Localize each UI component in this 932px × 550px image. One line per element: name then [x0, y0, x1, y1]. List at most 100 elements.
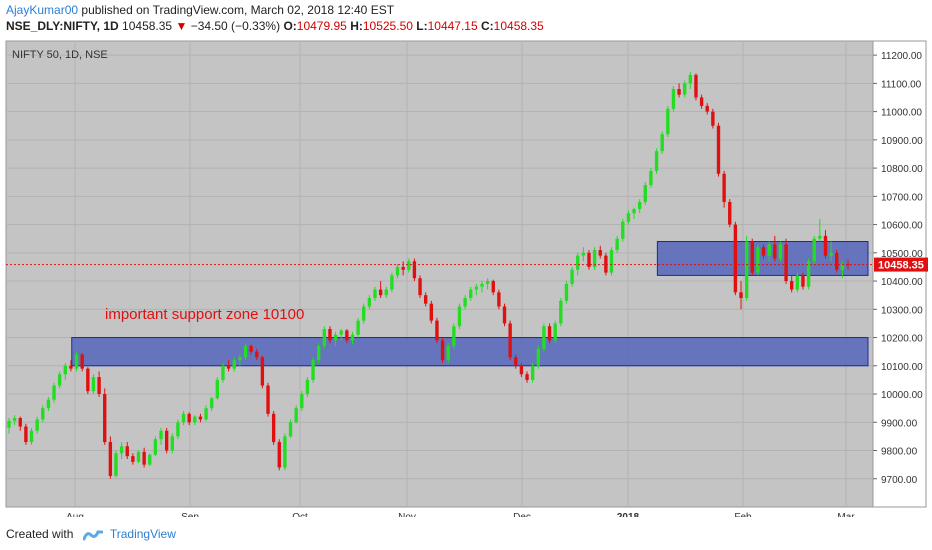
candle-down — [435, 320, 439, 341]
candle-up — [294, 408, 298, 423]
candle-down — [497, 292, 501, 307]
candle-down — [97, 377, 101, 395]
candle-up — [170, 436, 174, 451]
candle-down — [823, 235, 828, 256]
candle-up — [609, 249, 614, 273]
candle-down — [18, 418, 22, 427]
candle-down — [716, 125, 721, 174]
y-tick-label: 10700.00 — [881, 192, 923, 203]
candle-up — [283, 436, 287, 468]
candle-up — [74, 354, 79, 369]
candle-down — [677, 89, 681, 95]
candle-down — [24, 426, 28, 443]
y-tick-label: 10300.00 — [881, 305, 923, 316]
candle-up — [615, 238, 619, 250]
candle-up — [632, 209, 636, 214]
candle-down — [198, 416, 203, 420]
candle-down — [525, 374, 529, 380]
candle-up — [384, 289, 388, 296]
candle-up — [232, 360, 236, 369]
y-tick-label: 9900.00 — [881, 418, 918, 429]
candle-up — [829, 252, 833, 256]
candle-up — [356, 320, 360, 335]
x-tick-label: Dec — [513, 512, 531, 517]
candle-up — [621, 221, 625, 239]
candle-up — [474, 286, 479, 290]
candle-up — [339, 330, 343, 335]
candle-up — [305, 379, 310, 395]
candle-down — [271, 413, 276, 443]
author-link[interactable]: AjayKumar00 — [6, 3, 79, 17]
candle-up — [311, 360, 315, 380]
support-annotation: important support zone 10100 — [105, 306, 304, 323]
candle-up — [637, 201, 642, 210]
candle-up — [243, 346, 248, 358]
y-tick-label: 11200.00 — [881, 51, 922, 62]
candle-up — [238, 357, 242, 361]
y-tick-label: 10800.00 — [881, 164, 923, 175]
open-value: 10479.95 — [296, 19, 347, 33]
candle-down — [694, 74, 698, 98]
x-tick-label: Nov — [398, 512, 416, 517]
candle-up — [480, 283, 484, 287]
candle-up — [395, 266, 400, 276]
candle-down — [187, 413, 191, 423]
candle-up — [666, 108, 670, 135]
candle-down — [519, 365, 524, 375]
candle-down — [508, 323, 512, 358]
low-label: L: — [416, 19, 428, 33]
candle-up — [671, 89, 676, 109]
candle-down — [401, 266, 405, 270]
candle-up — [322, 329, 327, 347]
candle-down — [705, 105, 709, 112]
candle-up — [63, 365, 67, 375]
candle-down — [711, 111, 715, 126]
candle-up — [564, 283, 569, 301]
candle-up — [654, 151, 659, 171]
candle-up — [767, 244, 771, 256]
tradingview-link[interactable]: TradingView — [109, 527, 176, 541]
candle-up — [373, 289, 377, 299]
candle-down — [722, 173, 726, 202]
candle-up — [7, 420, 11, 428]
candle-up — [530, 365, 535, 380]
close-value: 10458.35 — [493, 19, 544, 33]
change-down-icon: ▼ — [175, 19, 188, 33]
candle-up — [463, 298, 467, 307]
last-price-tag-text: 10458.35 — [878, 260, 924, 272]
y-tick-label: 10400.00 — [881, 277, 923, 288]
candle-down — [835, 252, 839, 270]
candle-down — [260, 357, 265, 386]
y-tick-label: 10100.00 — [881, 362, 923, 373]
x-tick-label: 2018 — [617, 512, 640, 517]
publish-header: AjayKumar00 published on TradingView.com… — [6, 3, 394, 17]
candle-down — [86, 368, 90, 392]
candle-down — [423, 295, 428, 304]
candle-up — [559, 300, 563, 324]
candle-up — [91, 377, 96, 392]
candle-up — [457, 306, 462, 327]
candle-down — [502, 306, 507, 324]
candle-up — [176, 422, 180, 437]
support-zone-1 — [71, 337, 869, 367]
candle-up — [153, 439, 158, 455]
candle-up — [649, 170, 653, 186]
candle-down — [491, 281, 495, 293]
candle-down — [784, 244, 788, 282]
candle-up — [136, 451, 141, 462]
candle-up — [778, 244, 783, 259]
candle-up — [795, 275, 800, 290]
candle-down — [790, 281, 794, 290]
candle-up — [570, 269, 574, 284]
y-tick-label: 11100.00 — [881, 79, 922, 90]
symbol-label: NSE_DLY:NIFTY, 1D — [6, 19, 119, 33]
candle-down — [440, 340, 445, 361]
candle-up — [159, 430, 163, 440]
candle-up — [317, 346, 321, 361]
x-tick-label: Mar — [837, 512, 855, 517]
open-label: O: — [283, 19, 297, 33]
price-axis — [872, 40, 927, 508]
price-chart[interactable]: 11200.00 11100.00 11000.00 10900.00 10800.00… — [0, 37, 932, 517]
footer: Created with TradingView — [6, 527, 176, 541]
high-label: H: — [350, 19, 363, 33]
